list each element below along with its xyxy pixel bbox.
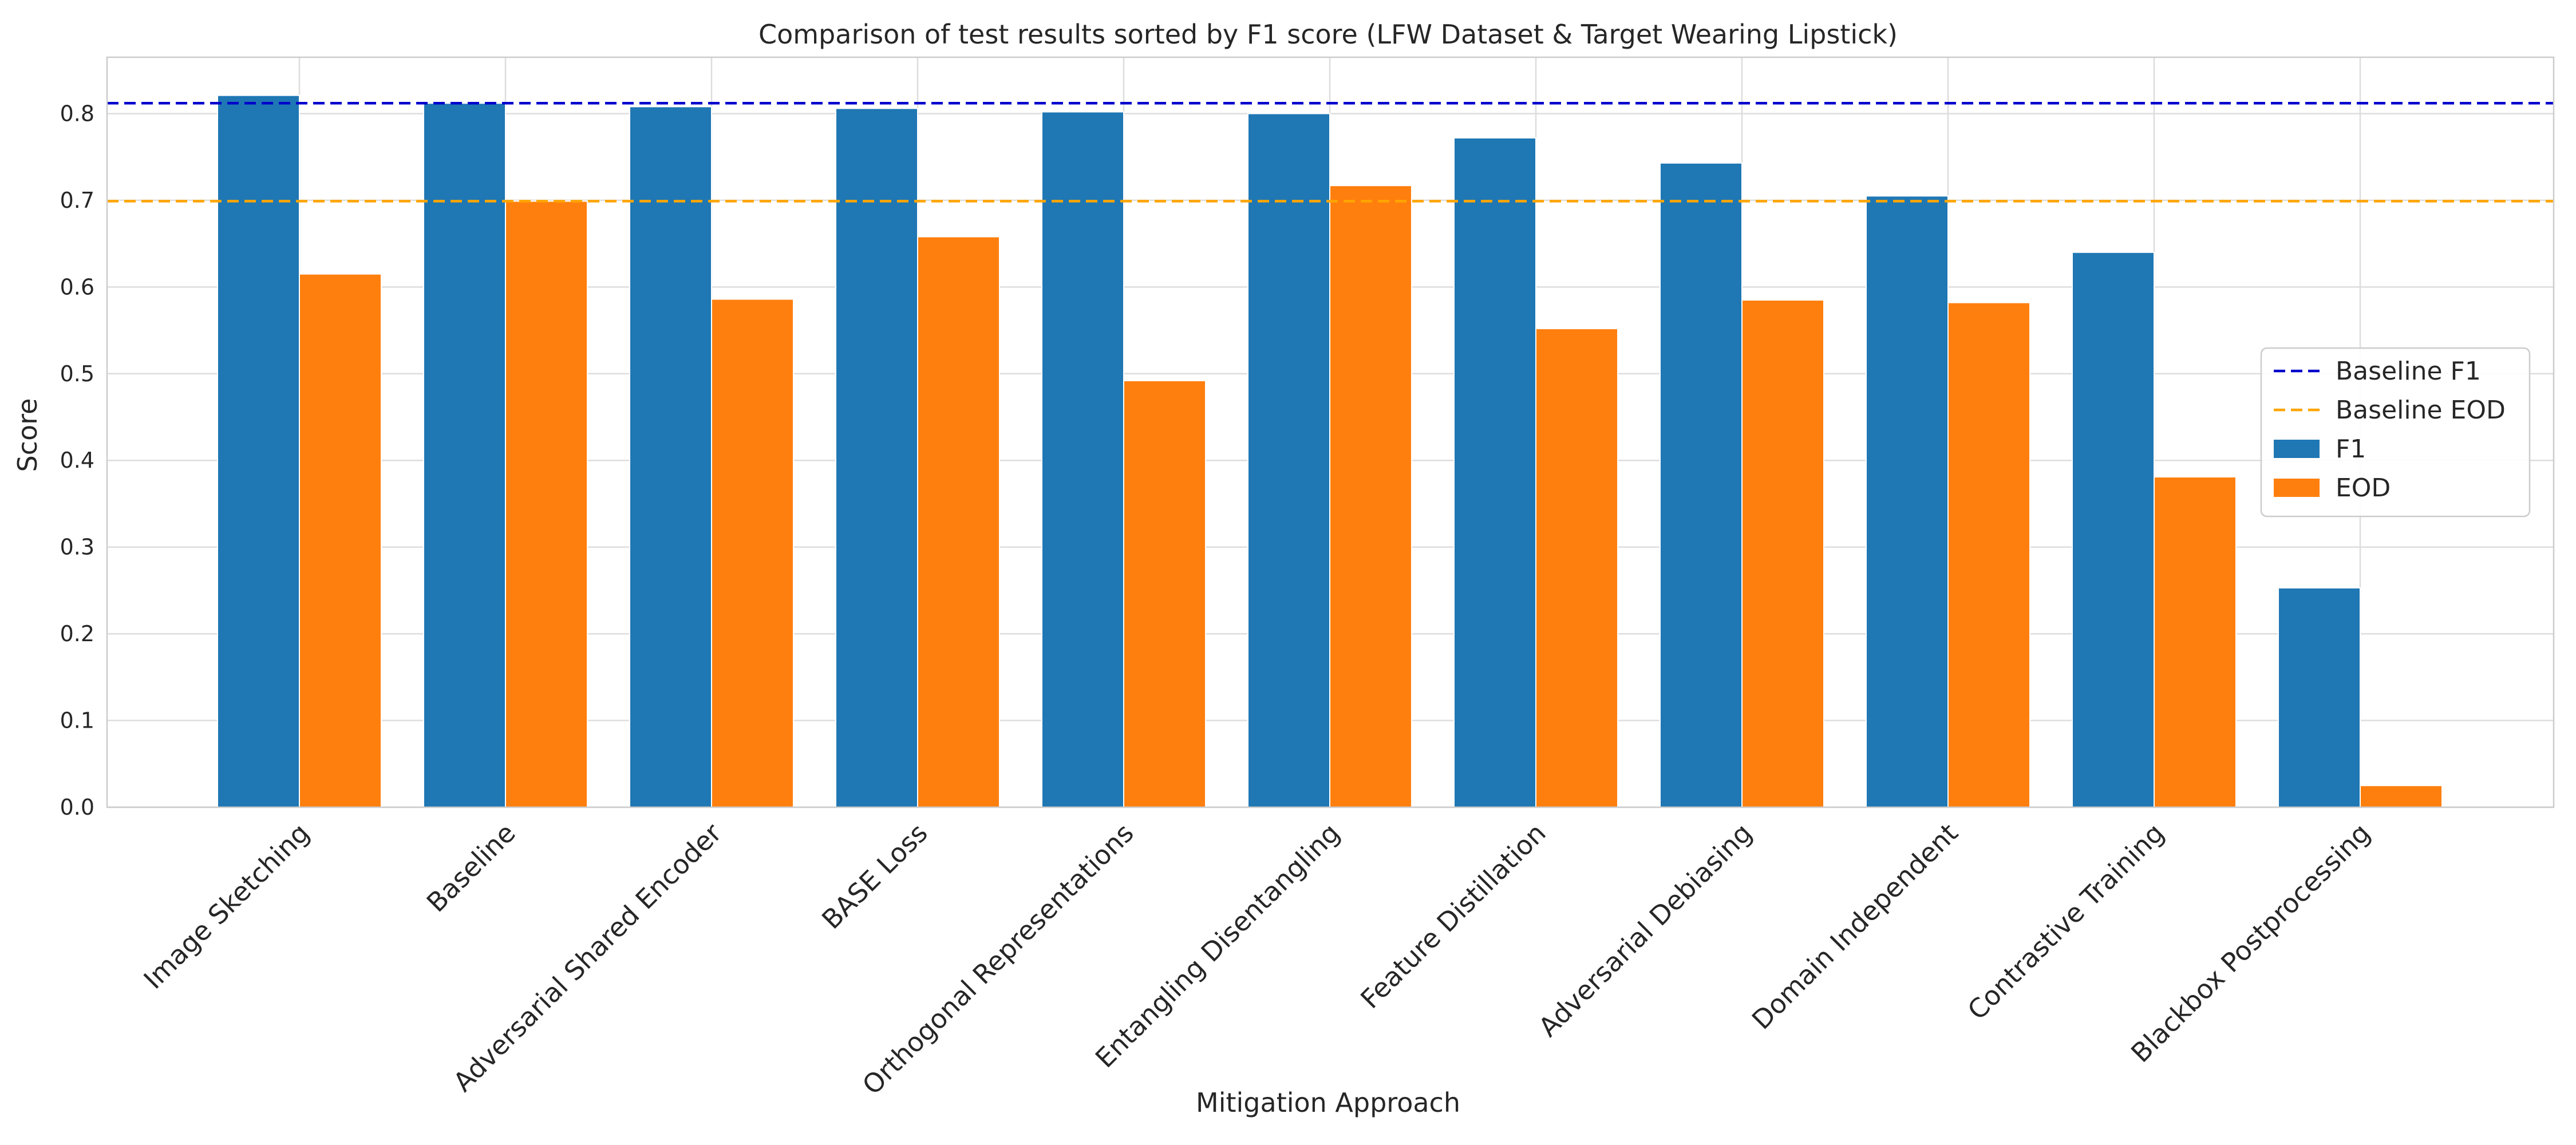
x-tick-label: Adversarial Debiasing — [1532, 818, 1758, 1043]
bar-f1 — [835, 108, 918, 808]
x-tick-label: Feature Distillation — [1354, 818, 1552, 1015]
bar-f1 — [217, 94, 300, 808]
bar-eod — [1947, 302, 2030, 808]
bar-eod — [505, 200, 588, 808]
y-tick-label: 0.8 — [60, 101, 94, 126]
bar-f1 — [2278, 587, 2361, 808]
x-tick-label: Contrastive Training — [1962, 818, 2170, 1026]
x-tick-label: Image Sketching — [137, 818, 315, 995]
chart-title: Comparison of test results sorted by F1 … — [758, 19, 1898, 50]
legend-label: Baseline F1 — [2336, 357, 2481, 386]
bar-f1 — [1041, 111, 1124, 808]
bar-eod — [2154, 476, 2237, 808]
x-tick-label: Blackbox Postprocessing — [2125, 818, 2376, 1069]
plot-frame — [106, 56, 2555, 808]
bars — [217, 94, 2443, 808]
bar-eod — [1535, 328, 1618, 808]
x-tick-label: Entangling Disentangling — [1089, 818, 1346, 1074]
reference-lines — [107, 102, 2554, 203]
bar-f1 — [1866, 195, 1949, 808]
y-tick-label: 0.5 — [60, 361, 94, 386]
bar-f1 — [1247, 113, 1330, 808]
legend-label: Baseline EOD — [2336, 396, 2506, 425]
y-tick-label: 0.0 — [60, 795, 94, 820]
bar-eod — [1741, 299, 1824, 808]
bar-eod — [917, 236, 1000, 808]
y-axis-label: Score — [12, 398, 43, 472]
bar-f1 — [1660, 162, 1743, 808]
x-tick-label: BASE Loss — [816, 818, 934, 935]
x-axis-label: Mitigation Approach — [1196, 1087, 1460, 1118]
bar-eod — [1123, 380, 1206, 808]
y-ticks: 0.0 0.1 0.2 0.3 0.4 0.5 0.6 0.7 0.8 — [60, 101, 94, 820]
legend-label: EOD — [2336, 473, 2391, 503]
legend-swatch — [2274, 479, 2320, 497]
bar-f1 — [1453, 137, 1536, 808]
y-tick-label: 0.6 — [60, 274, 94, 299]
legend-box — [2260, 347, 2531, 518]
y-tick-label: 0.3 — [60, 535, 94, 560]
bar-f1 — [2072, 251, 2155, 808]
x-tick-label: Baseline — [421, 818, 521, 918]
x-tick-label: Domain Independent — [1746, 818, 1964, 1036]
y-tick-label: 0.2 — [60, 621, 94, 646]
bar-eod — [1329, 185, 1412, 808]
bar-f1 — [629, 106, 712, 808]
legend: Baseline F1 Baseline EOD F1 EOD — [2260, 347, 2531, 518]
bar-eod — [2360, 785, 2443, 808]
y-tick-label: 0.4 — [60, 448, 94, 473]
y-tick-label: 0.7 — [60, 188, 94, 213]
y-tick-label: 0.1 — [60, 708, 94, 733]
legend-label: F1 — [2336, 435, 2366, 464]
bar-eod — [299, 273, 382, 808]
bar-eod — [711, 298, 794, 808]
legend-swatch — [2274, 440, 2320, 458]
bar-f1 — [423, 102, 506, 808]
